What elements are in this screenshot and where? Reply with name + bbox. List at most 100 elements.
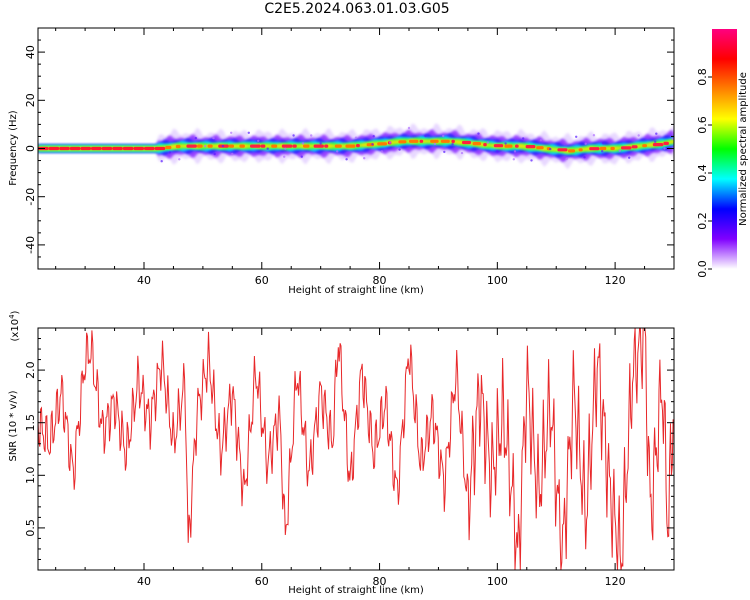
snr-series-line xyxy=(38,328,674,570)
spectrogram-core xyxy=(122,146,134,151)
spectrogram-speckle xyxy=(443,150,446,154)
spectrogram-core xyxy=(621,146,632,150)
spectrogram-core xyxy=(483,143,487,147)
spectrogram-core xyxy=(652,143,664,147)
spectrogram-speckle xyxy=(372,135,375,138)
spectrogram-panel: 40 60 80 100 120 -40 -20 0 20 40 Height of straig… xyxy=(8,27,679,296)
spectrogram-core xyxy=(197,144,203,148)
x-tick-label: 120 xyxy=(605,274,626,287)
spectrogram-core xyxy=(260,144,266,148)
spectrogram-speckle xyxy=(637,134,640,137)
spectrogram-core xyxy=(493,144,504,148)
spectrogram-core xyxy=(48,146,60,151)
spectrogram-speckle xyxy=(671,137,674,141)
colorbar-ticks: 0.0 0.2 0.4 0.6 0.8 xyxy=(696,68,712,278)
spectrogram-speckle xyxy=(522,137,525,140)
spectrogram-core xyxy=(472,142,482,146)
spectrogram-speckle xyxy=(504,142,507,145)
spectrogram-core xyxy=(324,144,329,148)
y-tick-label: 1.5 xyxy=(24,414,37,432)
spectrogram-speckle xyxy=(247,131,250,134)
page-title: C2E5.2024.063.01.03.G05 xyxy=(264,1,450,17)
spectrogram-core xyxy=(578,148,583,152)
spectrogram-speckle xyxy=(618,149,621,152)
spectrogram-core xyxy=(175,144,181,149)
spectrogram-core xyxy=(568,149,575,153)
spectrogram-core xyxy=(536,146,544,150)
x-tick-label: 120 xyxy=(605,575,626,588)
snr-scale-label: (x104) xyxy=(8,310,21,341)
spectrogram-speckle xyxy=(300,155,303,158)
spectrogram-core xyxy=(69,146,81,151)
spectrogram-speckle xyxy=(602,142,605,145)
spectrogram-speckle xyxy=(213,152,216,156)
spectrogram-speckle xyxy=(257,139,260,142)
spectrogram-speckle xyxy=(194,136,197,140)
spectrogram-speckle xyxy=(301,142,305,145)
spectrogram-speckle xyxy=(486,141,490,144)
spectrogram-y-label: Frequency (Hz) xyxy=(8,110,19,186)
colorbar-tick-label: 0.4 xyxy=(696,164,709,182)
spectrogram-core xyxy=(356,144,360,148)
x-tick-label: 60 xyxy=(255,575,269,588)
spectrogram-core xyxy=(207,144,213,148)
y-tick-label: 40 xyxy=(24,45,37,59)
spectrogram-speckle xyxy=(628,156,631,159)
spectrogram-core xyxy=(610,146,615,151)
spectrogram-core xyxy=(430,139,439,143)
spectrogram-core xyxy=(250,144,261,148)
spectrogram-core xyxy=(557,148,568,152)
spectrogram-speckle xyxy=(283,155,286,158)
colorbar-tick-label: 0.8 xyxy=(696,68,709,86)
spectrogram-core xyxy=(462,140,471,145)
spectrogram-core xyxy=(525,145,536,149)
spectrogram-speckle xyxy=(433,142,437,146)
spectrogram-speckle xyxy=(354,136,358,139)
spectrogram-speckle xyxy=(230,131,233,134)
x-tick-label: 100 xyxy=(487,575,508,588)
spectrogram-core xyxy=(345,144,356,148)
spectrogram-core xyxy=(419,139,424,143)
spectrogram-speckle xyxy=(655,132,658,135)
x-tick-label: 60 xyxy=(255,274,269,287)
spectrogram-speckle xyxy=(292,134,295,137)
spectrogram-speckle xyxy=(212,136,215,140)
spectrogram-speckle xyxy=(363,157,366,160)
spectrogram-core xyxy=(144,146,155,151)
spectrogram-core xyxy=(59,146,70,151)
spectrogram-speckle xyxy=(424,134,427,138)
spectrogram-speckle xyxy=(221,144,225,148)
spectrogram-core xyxy=(133,146,144,151)
spectrogram-speckle xyxy=(584,142,587,145)
spectrogram-core xyxy=(80,146,91,151)
spectrogram-speckle xyxy=(178,158,181,161)
y-tick-label: 2.0 xyxy=(24,361,37,379)
spectrogram-core xyxy=(451,139,455,143)
colorbar: 0.0 0.2 0.4 0.6 0.8 Normalized spectral ampl… xyxy=(696,29,749,278)
spectrogram-speckle xyxy=(407,126,411,130)
spectrogram-speckle xyxy=(336,150,339,153)
spectrogram-speckle xyxy=(284,147,287,150)
spectrogram-core xyxy=(589,147,600,151)
spectrogram-speckle xyxy=(380,150,384,153)
spectrogram-core xyxy=(112,146,123,151)
spectrogram-core xyxy=(281,144,293,148)
spectrogram-core xyxy=(101,146,113,151)
spectrogram-core xyxy=(440,139,450,143)
spectrogram-core xyxy=(504,144,513,148)
spectrogram-core xyxy=(409,139,419,143)
spectrogram-core xyxy=(313,144,324,148)
y-tick-label: -40 xyxy=(24,236,37,254)
spectrogram-core xyxy=(334,144,342,148)
y-tick-label: 0.5 xyxy=(24,519,37,537)
y-tick-label: 0 xyxy=(24,145,37,152)
spectrogram-core xyxy=(674,140,679,143)
spectrogram-band xyxy=(38,138,674,154)
spectrogram-core xyxy=(154,146,166,151)
spectrogram-speckle xyxy=(477,132,480,135)
colorbar-label: Normalized spectral amplitude xyxy=(738,72,749,226)
snr-ticks: 40 60 80 100 120 0.5 1.0 1.5 2.0 xyxy=(24,328,675,588)
spectrogram-speckle xyxy=(654,140,657,143)
spectrogram-speckle xyxy=(530,159,533,162)
spectrogram-core xyxy=(599,146,607,151)
